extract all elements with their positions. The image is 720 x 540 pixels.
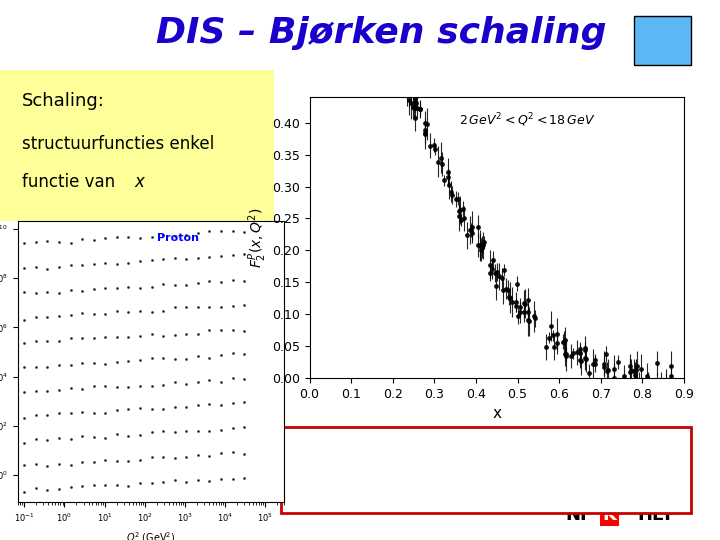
X-axis label: x: x xyxy=(492,406,501,421)
FancyBboxPatch shape xyxy=(281,427,691,513)
FancyBboxPatch shape xyxy=(634,16,691,65)
Text: Proton: Proton xyxy=(156,233,199,242)
Text: NI: NI xyxy=(565,506,587,524)
Text: x: x xyxy=(135,173,145,191)
Text: DIS – Bjørken schaling: DIS – Bjørken schaling xyxy=(156,16,607,50)
Text: HEF: HEF xyxy=(637,506,677,524)
Text: $F_2(x) = x\sum_f c_f^2(q_f(x) + \bar{q}_f(x))$: $F_2(x) = x\sum_f c_f^2(q_f(x) + \bar{q}… xyxy=(388,453,584,487)
Text: structuurfuncties enkel: structuurfuncties enkel xyxy=(22,135,214,153)
X-axis label: $Q^2\;(\mathrm{GeV}^2)$: $Q^2\;(\mathrm{GeV}^2)$ xyxy=(127,530,176,540)
Text: functie van: functie van xyxy=(22,173,120,191)
FancyBboxPatch shape xyxy=(0,70,274,221)
Text: Schaling:: Schaling: xyxy=(22,92,104,110)
Text: $2\,GeV^2 < Q^2 < 18\,GeV$: $2\,GeV^2 < Q^2 < 18\,GeV$ xyxy=(459,111,596,129)
Text: K: K xyxy=(603,506,616,524)
Y-axis label: $F_2^P(x,Q^2)$: $F_2^P(x,Q^2)$ xyxy=(246,207,269,268)
